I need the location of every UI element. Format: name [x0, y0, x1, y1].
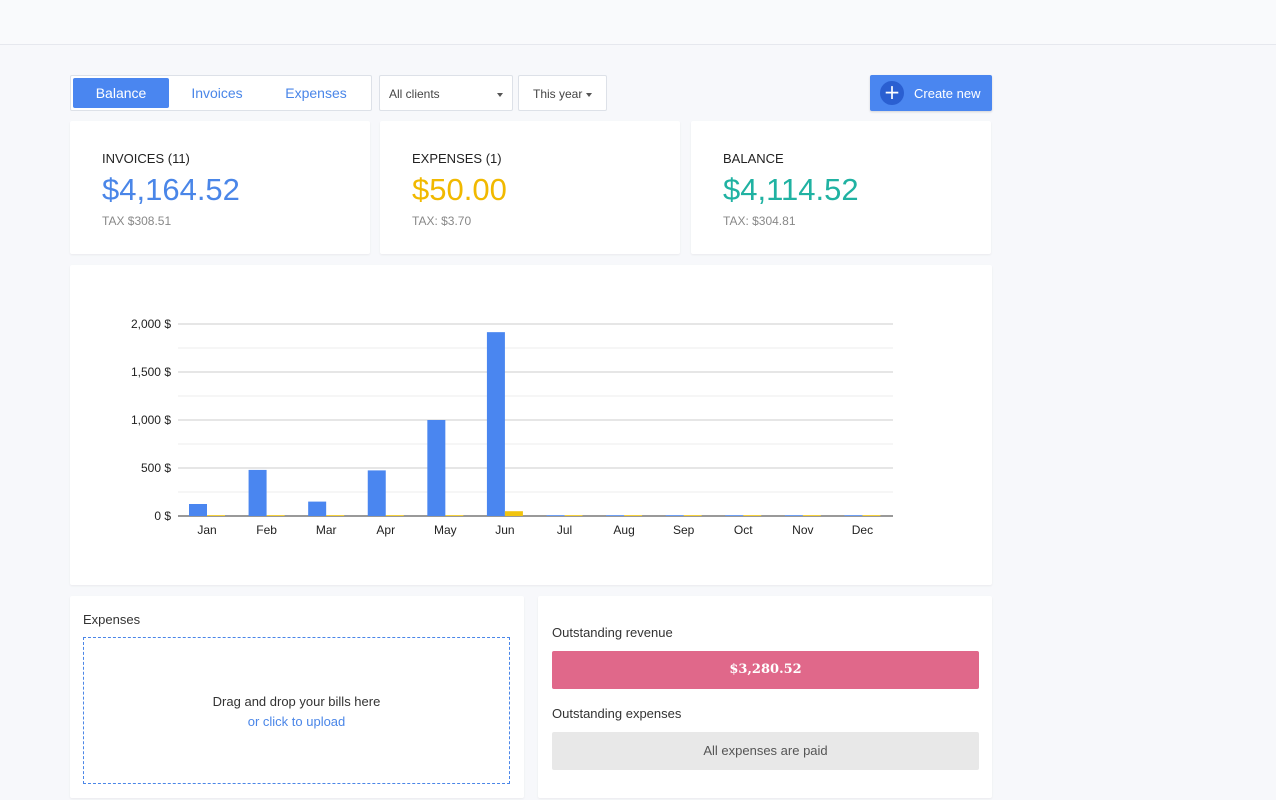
y-tick-label: 1,000 $ [131, 413, 171, 427]
y-tick-label: 0 $ [154, 509, 171, 523]
outstanding-expenses-status: All expenses are paid [552, 732, 979, 770]
create-new-label: Create new [914, 86, 981, 101]
period-select-value: This year [533, 87, 583, 101]
bar-apr-series-2 [385, 515, 404, 516]
tab-expenses[interactable]: Expenses [285, 85, 347, 101]
bar-mar-series-2 [326, 515, 345, 516]
x-tick-label: Aug [613, 523, 634, 537]
expenses-panel-title: Expenses [83, 612, 141, 627]
balance-label: BALANCE [723, 151, 784, 166]
balance-amount: $4,114.52 [723, 172, 859, 207]
expenses-tax: TAX: $3.70 [412, 214, 472, 228]
view-tabs: Balance Invoices Expenses [70, 75, 372, 111]
bar-sep-series-2 [683, 515, 702, 516]
invoices-tax: TAX $308.51 [102, 214, 172, 228]
bar-jul-series-1 [546, 515, 565, 516]
invoices-label: INVOICES (11) [102, 151, 190, 166]
caret-down-icon [586, 93, 592, 97]
y-tick-label: 1,500 $ [131, 365, 171, 379]
balance-card[interactable]: BALANCE $4,114.52 TAX: $304.81 [691, 121, 991, 254]
bar-may-series-2 [445, 515, 464, 516]
tab-invoices[interactable]: Invoices [191, 85, 243, 101]
bill-dropzone[interactable]: Drag and drop your bills here or click t… [83, 637, 510, 784]
period-select[interactable]: This year [518, 75, 607, 111]
bar-dec-series-2 [862, 515, 881, 516]
expenses-upload-panel: Expenses Drag and drop your bills here o… [70, 596, 524, 798]
bar-aug-series-1 [606, 515, 625, 516]
outstanding-panel: Outstanding revenue $3,280.52 Outstandin… [538, 596, 992, 798]
bar-dec-series-1 [844, 515, 863, 516]
expenses-amount: $50.00 [412, 172, 507, 207]
invoices-amount: $4,164.52 [102, 172, 240, 207]
create-new-button[interactable]: + Create new [870, 75, 992, 111]
monthly-bar-chart: 0 $ 500 $ 1,000 $ 1,500 $ 2,000 $ Jan Feb Mar Ap… [131, 317, 893, 537]
bar-jun-series-2 [504, 511, 523, 516]
x-tick-label: Jan [197, 523, 216, 537]
bar-may-series-1 [427, 420, 446, 516]
top-bar [0, 0, 1276, 45]
bar-aug-series-2 [624, 515, 643, 516]
bar-oct-series-2 [743, 515, 762, 516]
x-tick-label: Jul [557, 523, 572, 537]
bar-jan-series-1 [189, 504, 207, 516]
outstanding-expenses-title: Outstanding expenses [552, 706, 682, 721]
x-tick-label: Apr [376, 523, 395, 537]
upload-link[interactable]: or click to upload [247, 714, 346, 729]
bar-feb-series-2 [266, 515, 285, 516]
expenses-label: EXPENSES (1) [412, 151, 502, 166]
bar-mar-series-1 [308, 501, 327, 516]
client-select[interactable]: All clients [379, 75, 513, 111]
x-tick-label: Oct [734, 523, 753, 537]
invoices-card[interactable]: INVOICES (11) $4,164.52 TAX $308.51 [70, 121, 370, 254]
x-tick-label: Nov [792, 523, 813, 537]
y-tick-label: 500 $ [141, 461, 171, 475]
x-tick-label: May [434, 523, 457, 537]
bar-jan-series-2 [207, 515, 225, 516]
bar-jun-series-1 [486, 332, 505, 516]
bar-jul-series-2 [564, 515, 583, 516]
x-tick-label: Sep [673, 523, 695, 537]
bar-nov-series-2 [802, 515, 821, 516]
balance-tax: TAX: $304.81 [723, 214, 796, 228]
outstanding-revenue-amount[interactable]: $3,280.52 [552, 651, 979, 689]
bar-sep-series-1 [665, 515, 684, 516]
bar-apr-series-1 [367, 470, 386, 516]
x-tick-label: Mar [316, 523, 337, 537]
expenses-card[interactable]: EXPENSES (1) $50.00 TAX: $3.70 [380, 121, 680, 254]
dropzone-text: Drag and drop your bills here [212, 694, 381, 709]
monthly-chart-card: 0 $ 500 $ 1,000 $ 1,500 $ 2,000 $ Jan Feb Mar Ap… [70, 265, 992, 585]
client-select-value: All clients [389, 87, 440, 101]
x-tick-label: Jun [495, 523, 514, 537]
bar-feb-series-1 [248, 469, 267, 516]
x-tick-label: Feb [256, 523, 277, 537]
y-tick-label: 2,000 $ [131, 317, 171, 331]
tab-balance[interactable]: Balance [73, 78, 169, 108]
x-tick-label: Dec [852, 523, 873, 537]
caret-down-icon [497, 93, 503, 97]
plus-icon: + [880, 81, 904, 105]
bar-nov-series-1 [784, 515, 803, 516]
outstanding-revenue-title: Outstanding revenue [552, 625, 673, 640]
bar-oct-series-1 [725, 515, 744, 516]
